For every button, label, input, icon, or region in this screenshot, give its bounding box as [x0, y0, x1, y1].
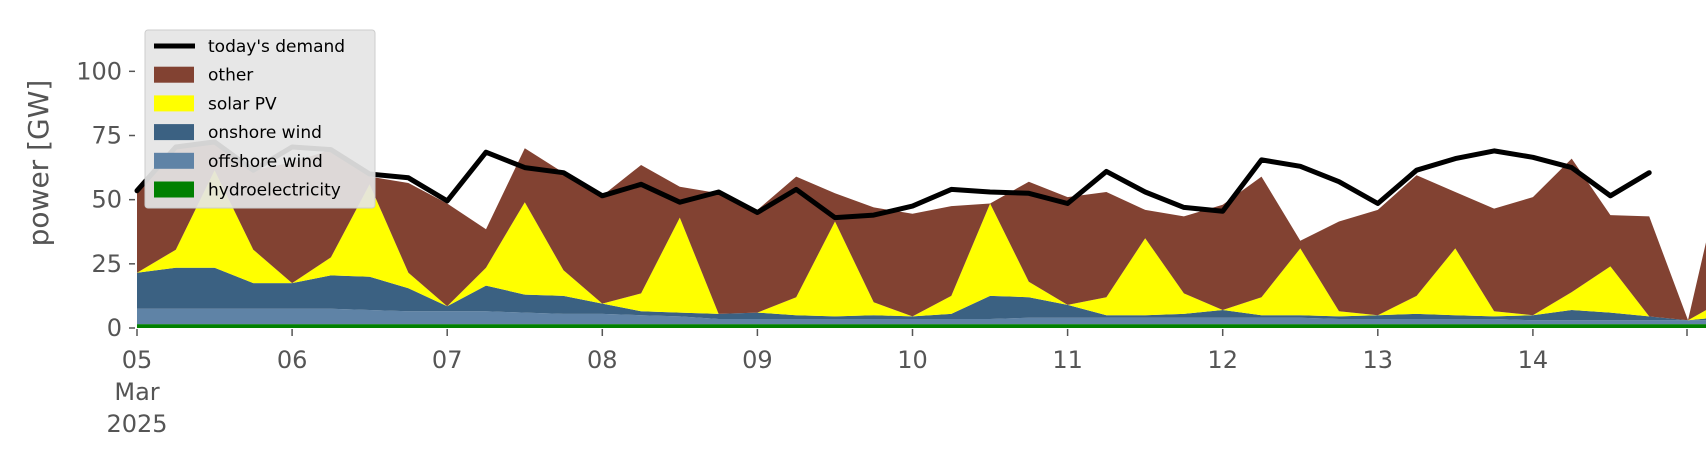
x-tick-label: 08	[587, 346, 618, 374]
y-tick-label: 0	[107, 314, 122, 342]
y-axis-title: power [GW]	[22, 80, 55, 247]
x-tick-label: 09	[742, 346, 773, 374]
y-tick-label: 25	[91, 250, 122, 278]
y-axis: 0 25 50 75 100	[76, 57, 135, 342]
y-tick-label: 100	[76, 57, 122, 85]
area-layers	[137, 141, 1706, 328]
area-hydroelectricity	[137, 324, 1706, 328]
area-other	[137, 141, 1706, 321]
x-tick-label: 12	[1207, 346, 1238, 374]
x-tick-sublabel-year: 2025	[106, 410, 167, 438]
legend-swatch-hydroelectricity	[154, 181, 194, 198]
legend-label-solar-pv: solar PV	[208, 94, 277, 114]
legend-label-today-s-demand: today's demand	[208, 37, 345, 57]
legend-label-other: other	[208, 66, 253, 86]
area-offshore-wind	[137, 308, 1706, 325]
x-tick-label: 10	[897, 346, 928, 374]
area-solar-pv	[137, 170, 1706, 321]
x-tick-label: 07	[432, 346, 463, 374]
x-tick-sublabel-month: Mar	[114, 378, 159, 406]
legend-label-onshore-wind: onshore wind	[208, 123, 322, 143]
legend-swatch-onshore-wind	[154, 124, 194, 141]
x-tick-label: 13	[1363, 346, 1394, 374]
legend-label-hydroelectricity: hydroelectricity	[208, 181, 341, 201]
legend-label-offshore-wind: offshore wind	[208, 152, 323, 172]
legend-swatch-solar-pv	[154, 95, 194, 112]
x-axis: Mar 2025 05 06 07 08 09 10 11 12 13 14	[106, 329, 1688, 438]
x-tick-label: 05	[122, 346, 153, 374]
legend: today's demand other solar PV onshore wind o…	[144, 29, 376, 209]
legend-swatch-offshore-wind	[154, 152, 194, 169]
legend-swatch-other	[154, 66, 194, 83]
demand-line-layer	[134, 139, 1652, 221]
y-tick-label: 75	[91, 122, 122, 150]
x-tick-label: 14	[1518, 346, 1549, 374]
legend-frame	[144, 29, 376, 209]
demand-line	[134, 139, 1652, 221]
x-tick-label: 11	[1052, 346, 1083, 374]
x-tick-label: 06	[277, 346, 308, 374]
y-tick-label: 50	[91, 186, 122, 214]
area-onshore-wind	[137, 267, 1706, 321]
